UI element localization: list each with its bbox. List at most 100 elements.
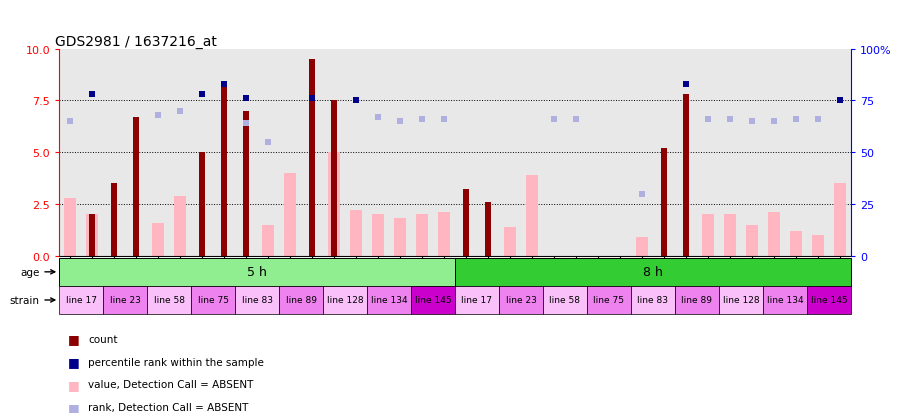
Bar	[438, 213, 450, 256]
Text: line 89: line 89	[286, 296, 317, 305]
Text: age: age	[20, 267, 55, 277]
Point	[634, 191, 649, 197]
Text: ■: ■	[68, 332, 80, 346]
Bar	[455, 286, 499, 314]
Point	[833, 98, 847, 104]
Point	[85, 92, 99, 98]
Point	[63, 119, 77, 125]
Bar	[662, 149, 667, 256]
Bar	[221, 85, 227, 256]
Bar	[790, 231, 802, 256]
Bar	[587, 286, 631, 314]
Text: line 145: line 145	[811, 296, 847, 305]
Point	[195, 92, 209, 98]
Bar	[485, 202, 490, 256]
Text: ■: ■	[68, 355, 80, 368]
Bar	[631, 286, 675, 314]
Point	[151, 112, 166, 119]
Bar	[191, 286, 235, 314]
Text: ■: ■	[68, 378, 80, 391]
Point	[766, 119, 781, 125]
Text: line 58: line 58	[550, 296, 581, 305]
Text: line 134: line 134	[370, 296, 408, 305]
Text: line 75: line 75	[197, 296, 228, 305]
Point	[437, 116, 451, 123]
Point	[393, 119, 408, 125]
Point	[238, 121, 253, 127]
Bar	[372, 215, 384, 256]
Bar	[59, 286, 103, 314]
Text: line 75: line 75	[593, 296, 624, 305]
Text: line 128: line 128	[327, 296, 363, 305]
Bar	[147, 286, 191, 314]
Bar	[103, 286, 147, 314]
Bar	[59, 258, 455, 286]
Bar	[331, 101, 337, 256]
Text: percentile rank within the sample: percentile rank within the sample	[88, 357, 264, 367]
Point	[833, 98, 847, 104]
Bar	[719, 286, 763, 314]
Bar	[499, 286, 543, 314]
Text: GDS2981 / 1637216_at: GDS2981 / 1637216_at	[56, 35, 217, 49]
Bar	[723, 215, 736, 256]
Text: line 23: line 23	[506, 296, 536, 305]
Point	[723, 116, 737, 123]
Bar	[174, 196, 187, 256]
Bar	[463, 190, 469, 256]
Bar	[350, 211, 362, 256]
Point	[217, 81, 231, 88]
Point	[349, 98, 363, 104]
Bar	[746, 225, 758, 256]
Point	[370, 114, 385, 121]
Text: 8 h: 8 h	[643, 266, 662, 279]
Bar	[323, 286, 367, 314]
Point	[238, 96, 253, 102]
Bar	[812, 235, 824, 256]
Bar	[543, 286, 587, 314]
Bar	[807, 286, 851, 314]
Point	[173, 108, 187, 115]
Text: line 83: line 83	[241, 296, 273, 305]
Bar	[279, 286, 323, 314]
Text: line 17: line 17	[461, 296, 492, 305]
Bar	[455, 258, 851, 286]
Text: line 17: line 17	[66, 296, 96, 305]
Text: ■: ■	[68, 401, 80, 413]
Bar	[768, 213, 780, 256]
Point	[701, 116, 715, 123]
Bar	[89, 215, 95, 256]
Text: line 89: line 89	[682, 296, 713, 305]
Text: line 134: line 134	[766, 296, 804, 305]
Text: strain: strain	[9, 295, 55, 305]
Text: line 23: line 23	[110, 296, 140, 305]
Text: line 83: line 83	[637, 296, 669, 305]
Bar	[199, 153, 205, 256]
Bar	[416, 215, 428, 256]
Bar	[309, 60, 315, 256]
Point	[679, 81, 693, 88]
Text: line 128: line 128	[723, 296, 759, 305]
Bar	[636, 237, 648, 256]
Bar	[834, 184, 846, 256]
Bar	[284, 173, 296, 256]
Point	[744, 119, 759, 125]
Bar	[262, 225, 274, 256]
Bar	[763, 286, 807, 314]
Point	[569, 116, 583, 123]
Bar	[411, 286, 455, 314]
Bar	[394, 219, 406, 256]
Bar	[64, 198, 76, 256]
Bar	[86, 215, 98, 256]
Point	[811, 116, 825, 123]
Text: 5 h: 5 h	[248, 266, 267, 279]
Bar	[675, 286, 719, 314]
Point	[261, 139, 276, 146]
Text: count: count	[88, 334, 117, 344]
Bar	[328, 153, 340, 256]
Bar	[526, 176, 538, 256]
Bar	[243, 112, 248, 256]
Text: value, Detection Call = ABSENT: value, Detection Call = ABSENT	[88, 380, 254, 389]
Bar	[134, 118, 139, 256]
Text: line 145: line 145	[415, 296, 451, 305]
Bar	[235, 286, 279, 314]
